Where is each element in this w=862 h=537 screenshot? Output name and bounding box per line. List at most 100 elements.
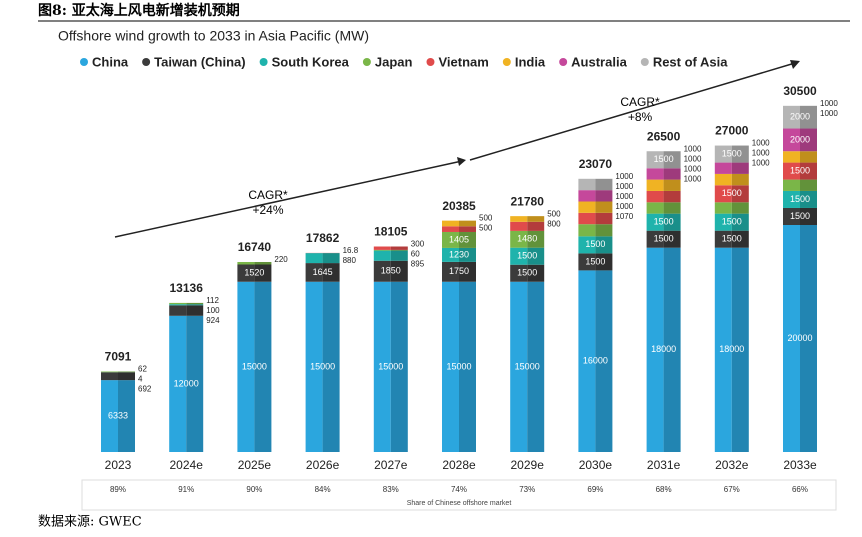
value-label: 880 xyxy=(343,256,357,265)
annotation: CAGR* xyxy=(620,95,660,109)
value-label: 6333 xyxy=(108,410,128,420)
total-label: 30500 xyxy=(783,84,817,98)
bar-segment xyxy=(578,224,595,236)
bar-segment xyxy=(237,262,254,264)
value-label: 1500 xyxy=(585,239,605,249)
total-label: 27000 xyxy=(715,124,749,138)
x-tick-label: 2032e xyxy=(715,458,749,472)
x-tick-label: 2024e xyxy=(170,458,204,472)
annotation: +8% xyxy=(628,110,653,124)
value-label: 1500 xyxy=(722,234,742,244)
total-label: 17862 xyxy=(306,231,340,245)
value-label: 1000 xyxy=(615,182,633,191)
arrow xyxy=(115,161,462,237)
value-label: 4 xyxy=(138,375,143,384)
legend-swatch xyxy=(559,58,567,66)
value-label: 2000 xyxy=(790,112,810,122)
arrow-head xyxy=(457,157,466,166)
share-value: 67% xyxy=(724,485,740,494)
value-label: 18000 xyxy=(719,344,744,354)
value-label: 500 xyxy=(479,214,493,223)
bar-segment xyxy=(783,180,800,191)
bar-segment-side xyxy=(732,163,749,174)
value-label: 1000 xyxy=(684,144,702,153)
bar-segment xyxy=(442,221,459,227)
bar-segment xyxy=(306,253,323,263)
chart-title: Offshore wind growth to 2033 in Asia Pac… xyxy=(58,28,369,44)
value-label: 1500 xyxy=(790,165,810,175)
value-label: 1500 xyxy=(654,154,674,164)
bar-segment xyxy=(578,213,595,224)
bar-segment-side xyxy=(664,168,681,179)
value-label: 1500 xyxy=(517,268,537,278)
arrow-head xyxy=(790,60,800,69)
bar-segment xyxy=(169,305,186,315)
bar-segment-side xyxy=(595,224,612,236)
value-label: 1500 xyxy=(790,194,810,204)
legend-label: India xyxy=(515,54,546,69)
x-tick-label: 2025e xyxy=(238,458,272,472)
total-label: 16740 xyxy=(238,240,272,254)
value-label: 1000 xyxy=(684,174,702,183)
value-label: 16000 xyxy=(583,356,608,366)
value-label: 15000 xyxy=(515,361,540,371)
value-label: 62 xyxy=(138,365,147,374)
bar-segment xyxy=(374,250,391,251)
legend-swatch xyxy=(142,58,150,66)
value-label: 1230 xyxy=(449,249,469,259)
value-label: 1000 xyxy=(752,149,770,158)
total-label: 20385 xyxy=(442,199,476,213)
value-label: 924 xyxy=(206,316,220,325)
share-value: 66% xyxy=(792,485,808,494)
value-label: 1000 xyxy=(820,109,838,118)
bar-segment-side xyxy=(186,304,203,305)
value-label: 1500 xyxy=(654,234,674,244)
bar-segment-side xyxy=(664,180,681,191)
value-label: 15000 xyxy=(242,361,267,371)
total-label: 13136 xyxy=(170,281,204,295)
total-label: 21780 xyxy=(511,194,545,208)
value-label: 1500 xyxy=(517,251,537,261)
legend-label: China xyxy=(92,54,129,69)
bar-segment xyxy=(169,304,186,305)
bar-segment xyxy=(374,251,391,261)
bar-segment xyxy=(647,191,664,202)
x-tick-label: 2031e xyxy=(647,458,681,472)
bar-segment xyxy=(647,168,664,179)
value-label: 18000 xyxy=(651,344,676,354)
legend-label: Vietnam xyxy=(438,54,488,69)
bar-segment-side xyxy=(459,221,476,227)
bar-segment-side xyxy=(732,202,749,213)
legend-swatch xyxy=(80,58,88,66)
bar-segment-side xyxy=(527,222,544,231)
legend-swatch xyxy=(426,58,434,66)
bar-segment-side xyxy=(391,251,408,261)
share-value: 83% xyxy=(383,485,399,494)
x-tick-label: 2033e xyxy=(783,458,817,472)
legend-swatch xyxy=(363,58,371,66)
x-tick-label: 2029e xyxy=(511,458,545,472)
legend-label: Taiwan (China) xyxy=(154,54,245,69)
bar-segment-side xyxy=(527,216,544,222)
value-label: 800 xyxy=(547,219,561,228)
value-label: 1480 xyxy=(517,234,537,244)
value-label: 300 xyxy=(411,240,425,249)
total-label: 26500 xyxy=(647,129,681,143)
x-tick-label: 2027e xyxy=(374,458,408,472)
bar-segment-side xyxy=(391,247,408,250)
x-tick-label: 2026e xyxy=(306,458,340,472)
bar-segment xyxy=(715,202,732,213)
value-label: 1000 xyxy=(820,99,838,108)
bar-segment-side xyxy=(323,253,340,263)
share-value: 84% xyxy=(315,485,331,494)
bar-segment xyxy=(715,174,732,185)
figure-title: 图8: 亚太海上风电新增装机预期 xyxy=(38,2,240,19)
legend-swatch xyxy=(641,58,649,66)
value-label: 1850 xyxy=(381,266,401,276)
value-label: 20000 xyxy=(787,333,812,343)
value-label: 1500 xyxy=(722,148,742,158)
value-label: 895 xyxy=(411,260,425,269)
bar-segment xyxy=(783,151,800,162)
bar-segment-side xyxy=(186,305,203,315)
